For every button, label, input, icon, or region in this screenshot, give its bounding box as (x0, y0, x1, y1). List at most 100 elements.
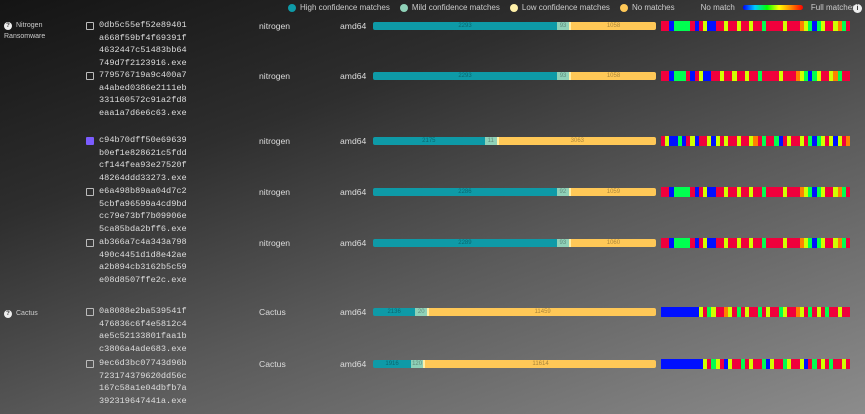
sample-hash[interactable]: c94b70dff50e69639b0ef1e828621c5fddcf144f… (99, 135, 187, 183)
select-checkbox[interactable] (86, 137, 94, 145)
heat-cell (694, 307, 699, 317)
heat-cell (761, 307, 767, 317)
heat-cell (707, 136, 712, 146)
help-icon[interactable]: ? (4, 310, 12, 318)
match-bar: 2175 11 3063 (373, 137, 656, 145)
heat-cell (749, 307, 754, 317)
family-label: Cactus (259, 359, 286, 369)
heat-cell (803, 187, 809, 197)
heat-cell (761, 71, 767, 81)
heat-cell (766, 71, 771, 81)
heat-cell (724, 307, 729, 317)
heat-cell (845, 21, 851, 31)
bar-none: 1058 (571, 22, 656, 30)
legend-mild: Mild confidence matches (399, 3, 500, 12)
legend-none: No matches (619, 3, 675, 12)
arch-label: amd64 (340, 187, 367, 197)
family-label: nitrogen (259, 187, 291, 197)
bar-low (496, 137, 499, 145)
heat-cell (782, 238, 788, 248)
heat-cell (761, 187, 767, 197)
heat-cell (715, 238, 720, 248)
sample-hash[interactable]: ab366a7c4a343a798490c4451d1d8e42aea2b894… (99, 237, 187, 285)
heat-cell (732, 238, 737, 248)
heat-cell (703, 187, 708, 197)
select-checkbox[interactable] (86, 360, 94, 368)
heat-cell (690, 359, 695, 369)
heat-cell (736, 359, 741, 369)
heat-cell (673, 359, 678, 369)
bar-low (568, 188, 571, 196)
heat-cell (724, 71, 729, 81)
arch-label: amd64 (340, 71, 367, 81)
bar-low (568, 239, 571, 247)
heat-cell (673, 71, 678, 81)
bar-none: 11614 (425, 360, 656, 368)
heat-cell (686, 238, 691, 248)
sample-hash[interactable]: e6a498b89aa04d7c25cbfa96599a4cd9bdcc79e7… (99, 186, 187, 234)
high-dot-icon (288, 3, 296, 12)
legend-label: Low confidence matches (521, 3, 610, 12)
select-checkbox[interactable] (86, 239, 94, 247)
heat-cell (736, 21, 741, 31)
heat-cell (770, 136, 775, 146)
heat-cell (677, 71, 683, 81)
heat-cell (749, 21, 754, 31)
select-checkbox[interactable] (86, 72, 94, 80)
heat-cell (740, 187, 746, 197)
heat-cell (715, 71, 720, 81)
heat-cell (774, 21, 779, 31)
heat-cell (665, 21, 670, 31)
heat-cell (682, 307, 687, 317)
heat-cell (745, 359, 750, 369)
heat-cell (795, 238, 800, 248)
heat-cell (749, 71, 754, 81)
heat-cell (829, 71, 834, 81)
heat-cell (732, 307, 737, 317)
heat-cell (753, 21, 758, 31)
heat-cell (787, 136, 792, 146)
bar-none: 3063 (498, 137, 656, 145)
heat-cell (795, 359, 800, 369)
sample-hash[interactable]: 9ec6d3bc07743d96b723174379620dd56c167c58… (99, 358, 187, 406)
heat-cell (711, 238, 716, 248)
info-icon[interactable]: i (853, 4, 862, 13)
heat-cell (669, 136, 674, 146)
match-bar: 2136 20 11459 (373, 308, 656, 316)
heat-cell (808, 307, 813, 317)
heat-cell (774, 238, 779, 248)
bar-high: 2175 (373, 137, 485, 145)
heat-cell (816, 187, 821, 197)
heat-cell (824, 187, 830, 197)
heat-cell (707, 71, 712, 81)
help-icon[interactable]: ? (4, 22, 12, 30)
heat-cell (703, 71, 708, 81)
heat-cell (736, 238, 741, 248)
heat-cell (795, 21, 800, 31)
heat-cell (770, 307, 775, 317)
heat-cell (803, 21, 809, 31)
heat-cell (728, 187, 733, 197)
heat-cell (736, 187, 741, 197)
heat-cell (774, 71, 779, 81)
heat-cell (837, 187, 842, 197)
heat-cell (686, 136, 691, 146)
heat-cell (698, 71, 704, 81)
heat-cell (665, 187, 670, 197)
heat-cell (753, 187, 758, 197)
match-bar: 1916 120 11614 (373, 360, 656, 368)
sample-hash[interactable]: 779576719a9c400a7a4abed0386e2111eb331160… (99, 70, 187, 118)
heat-cell (824, 307, 830, 317)
sample-hash[interactable]: 0a8088e2ba539541f476836c6f4e5812c4ae5c52… (99, 306, 187, 354)
heat-cell (799, 238, 804, 248)
heat-cell (669, 307, 674, 317)
bar-high: 2136 (373, 308, 416, 316)
select-checkbox[interactable] (86, 308, 94, 316)
sample-hash[interactable]: 0db5c55ef52e89401a668f59bf4f69391f463244… (99, 20, 187, 68)
heat-cell (787, 71, 792, 81)
select-checkbox[interactable] (86, 22, 94, 30)
heat-cell (845, 359, 851, 369)
select-checkbox[interactable] (86, 188, 94, 196)
heat-cell (833, 238, 838, 248)
heat-cell (728, 71, 733, 81)
